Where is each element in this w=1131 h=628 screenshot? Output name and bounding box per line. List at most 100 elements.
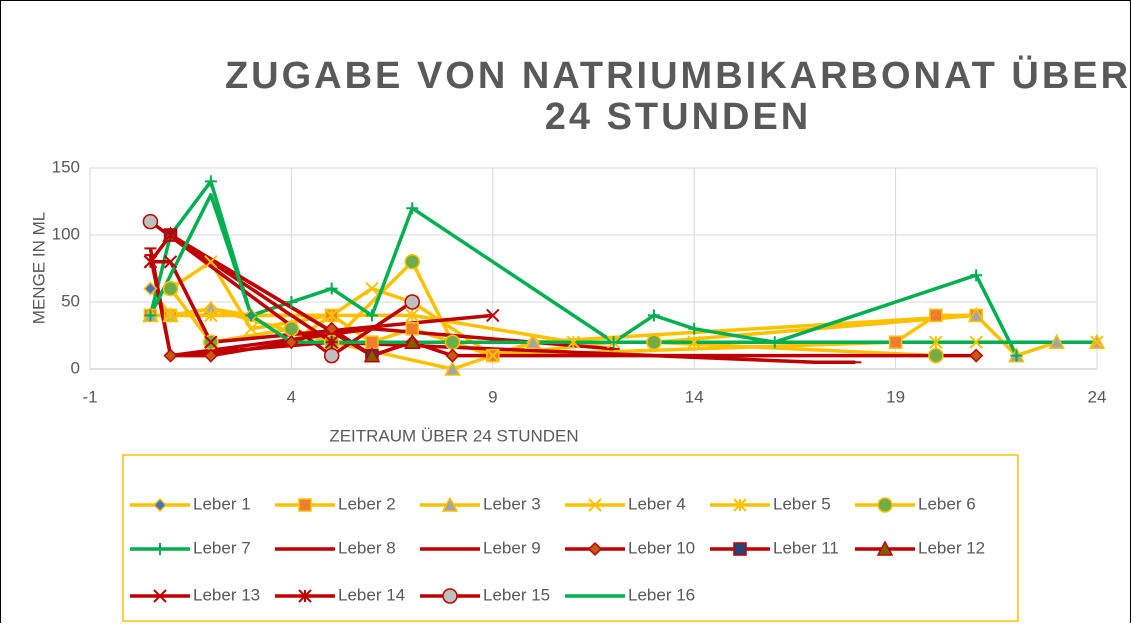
x-tick-label: 9 bbox=[488, 387, 497, 406]
legend-label: Leber 10 bbox=[628, 538, 695, 557]
marker bbox=[163, 308, 178, 323]
y-tick-label: 100 bbox=[52, 224, 80, 243]
marker bbox=[204, 335, 218, 349]
legend-marker bbox=[153, 589, 167, 603]
marker bbox=[163, 348, 178, 363]
legend-marker bbox=[733, 542, 747, 556]
marker bbox=[646, 334, 662, 350]
marker bbox=[363, 347, 381, 363]
x-axis-title: ZEITRAUM ÜBER 24 STUNDEN bbox=[329, 426, 578, 445]
marker bbox=[524, 333, 542, 349]
legend-marker bbox=[298, 589, 312, 603]
y-tick-label: 50 bbox=[61, 291, 80, 310]
marker bbox=[445, 348, 460, 363]
marker bbox=[444, 360, 461, 376]
marker bbox=[405, 308, 419, 323]
legend-label: Leber 3 bbox=[483, 494, 541, 513]
marker bbox=[687, 335, 701, 349]
marker bbox=[486, 308, 500, 323]
marker bbox=[929, 308, 943, 323]
legend-label: Leber 8 bbox=[338, 538, 396, 557]
x-tick-label: 19 bbox=[886, 387, 905, 406]
x-tick-label: 4 bbox=[287, 387, 296, 406]
chart-title: 24 STUNDEN bbox=[545, 96, 812, 138]
marker bbox=[365, 335, 379, 349]
marker bbox=[204, 175, 217, 188]
marker bbox=[444, 334, 461, 350]
marker bbox=[688, 322, 701, 335]
marker bbox=[324, 335, 339, 349]
marker bbox=[404, 294, 420, 310]
legend-marker bbox=[441, 496, 459, 512]
marker bbox=[888, 335, 903, 349]
legend-marker bbox=[876, 540, 894, 556]
marker bbox=[323, 347, 340, 364]
marker bbox=[325, 282, 338, 295]
marker bbox=[969, 348, 984, 363]
marker bbox=[143, 255, 158, 269]
legend-label: Leber 5 bbox=[773, 494, 831, 513]
legend-marker bbox=[877, 497, 893, 513]
series-line bbox=[150, 260, 493, 344]
marker bbox=[566, 335, 581, 349]
marker bbox=[365, 281, 379, 296]
y-tick-label: 0 bbox=[71, 358, 80, 377]
legend-label: Leber 12 bbox=[918, 538, 985, 557]
legend-marker bbox=[154, 543, 166, 555]
legend-label: Leber 7 bbox=[193, 538, 251, 557]
marker bbox=[144, 309, 157, 322]
y-axis-title: MENGE IN ML bbox=[29, 212, 48, 324]
marker bbox=[929, 335, 943, 349]
marker bbox=[163, 228, 178, 242]
legend-label: Leber 16 bbox=[628, 585, 695, 604]
marker bbox=[283, 321, 300, 337]
marker bbox=[768, 336, 781, 349]
legend-marker bbox=[152, 497, 168, 513]
marker bbox=[204, 255, 218, 269]
marker bbox=[1090, 335, 1104, 349]
marker bbox=[486, 348, 500, 363]
marker bbox=[403, 333, 421, 349]
marker bbox=[647, 309, 660, 322]
legend-label: Leber 1 bbox=[193, 494, 251, 513]
legend-box bbox=[122, 454, 1019, 622]
marker bbox=[607, 336, 620, 349]
series-line bbox=[148, 254, 614, 358]
legend-label: Leber 15 bbox=[483, 585, 550, 604]
marker bbox=[162, 280, 179, 297]
legend-label: Leber 6 bbox=[918, 494, 976, 513]
x-tick-label: 24 bbox=[1088, 387, 1107, 406]
series-line bbox=[148, 179, 1019, 357]
marker bbox=[928, 347, 944, 364]
marker bbox=[324, 308, 339, 323]
marker bbox=[244, 322, 258, 336]
legend-label: Leber 4 bbox=[628, 494, 686, 513]
marker bbox=[285, 296, 298, 308]
marker bbox=[284, 335, 299, 350]
legend-label: Leber 14 bbox=[338, 585, 405, 604]
marker bbox=[204, 308, 218, 323]
marker bbox=[970, 269, 983, 282]
marker bbox=[245, 309, 258, 322]
series-line bbox=[148, 193, 1097, 344]
marker bbox=[967, 306, 985, 323]
marker bbox=[1010, 349, 1023, 362]
marker bbox=[969, 335, 983, 349]
legend-marker bbox=[588, 498, 602, 512]
marker bbox=[1048, 333, 1065, 349]
marker bbox=[404, 254, 420, 270]
marker bbox=[365, 309, 378, 322]
legend-marker bbox=[442, 588, 458, 604]
legend-marker bbox=[298, 498, 312, 512]
legend-label: Leber 9 bbox=[483, 538, 541, 557]
legend-marker bbox=[733, 498, 747, 512]
legend-marker bbox=[587, 541, 603, 557]
chart-title: ZUGABE VON NATRIUMBIKARBONAT ÜBER bbox=[225, 54, 1131, 97]
marker bbox=[143, 281, 158, 296]
marker bbox=[203, 348, 218, 363]
legend-label: Leber 2 bbox=[338, 494, 396, 513]
y-tick-label: 150 bbox=[52, 157, 80, 176]
x-tick-label: 14 bbox=[685, 387, 704, 406]
legend-label: Leber 11 bbox=[773, 538, 839, 557]
